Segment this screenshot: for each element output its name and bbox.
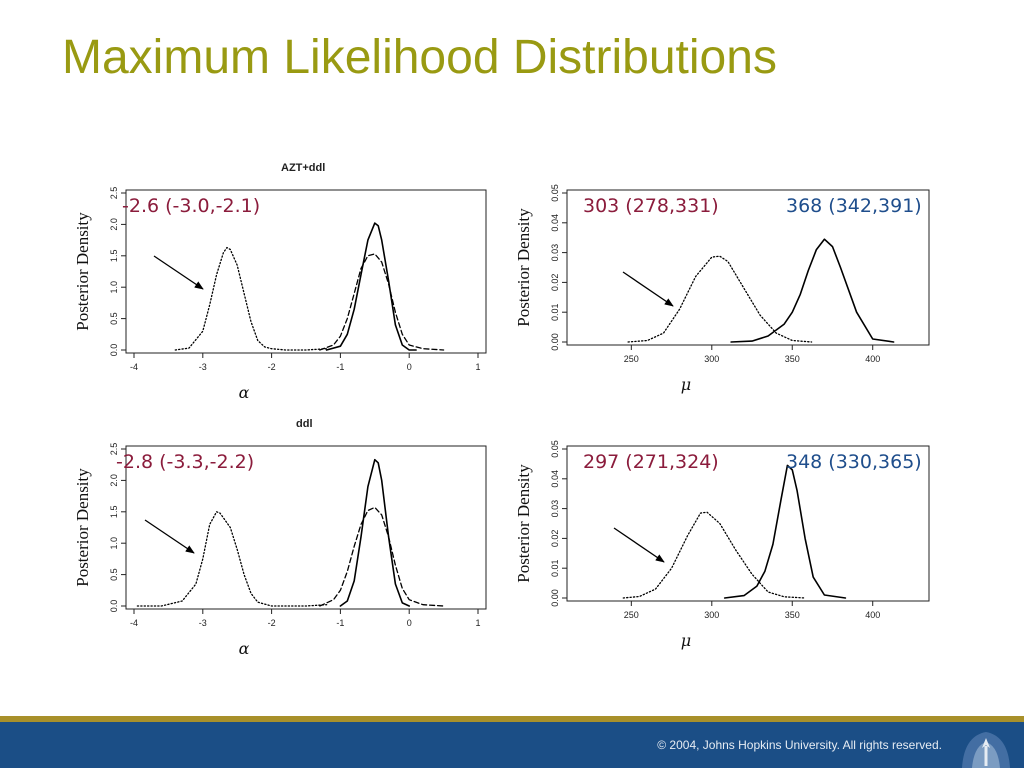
- y-tick-label: 1.0: [109, 537, 119, 550]
- pointer-arrow: [144, 519, 195, 554]
- x-tick-label: 350: [785, 610, 800, 620]
- y-tick-label: 1.5: [109, 506, 119, 519]
- y-tick-label: 0.02: [550, 530, 560, 548]
- x-tick-label: 400: [865, 354, 880, 364]
- chart-mu-ddl: 0.00 0.01 0.02 0.03 0.04 0.05 250 300 350 400 Post…: [514, 440, 930, 650]
- footer-gold-stripe: [0, 716, 1024, 722]
- x-tick-label: 1: [475, 618, 480, 628]
- series-line-dotted: [622, 511, 806, 599]
- y-tick-label: 2.5: [109, 187, 119, 200]
- estimate-mu1-ddl: 297 (271,324): [583, 451, 719, 473]
- x-tick-label: 0: [407, 618, 412, 628]
- y-tick-label: 0.05: [550, 440, 560, 458]
- y-tick-label: 0.05: [550, 184, 560, 202]
- x-axis-label: μ: [681, 375, 691, 394]
- y-tick-label: 2.5: [109, 443, 119, 456]
- series-line-dotted: [136, 511, 328, 607]
- series-line-dashed: [319, 253, 445, 351]
- plot-frame: [125, 445, 487, 610]
- x-tick-label: 400: [865, 610, 880, 620]
- estimate-alpha-azt-ddl: -2.6 (-3.0,-2.1): [122, 195, 261, 217]
- x-axis-label: α: [239, 383, 250, 402]
- y-tick-label: 0.03: [550, 244, 560, 262]
- series-line-solid: [723, 464, 847, 599]
- y-tick-label: 1.5: [109, 250, 119, 263]
- y-tick-label: 0.0: [109, 344, 119, 357]
- y-tick-label: 0.04: [550, 470, 560, 488]
- footer-bar: © 2004, Johns Hopkins University. All ri…: [0, 722, 1024, 768]
- x-tick-label: 300: [704, 610, 719, 620]
- chart-alpha-azt-ddl: 0.0 0.5 1.0 1.5 2.0 2.5 -4 -3 -2 -1 0 1 Posterior De…: [73, 187, 487, 402]
- plot-frame: [125, 189, 487, 354]
- series-line-solid: [325, 222, 417, 351]
- series-line-dotted: [174, 246, 328, 351]
- x-tick-label: 350: [785, 354, 800, 364]
- y-tick-label: 0.04: [550, 214, 560, 232]
- x-tick-label: -4: [130, 362, 138, 372]
- x-tick-label: 0: [407, 362, 412, 372]
- estimate-mu1-azt-ddl: 303 (278,331): [583, 195, 719, 217]
- university-seal-icon: [962, 732, 1010, 768]
- x-axis-label: α: [239, 639, 250, 658]
- y-tick-label: 0.01: [550, 303, 560, 321]
- estimate-alpha-ddl: -2.8 (-3.3,-2.2): [116, 451, 255, 473]
- y-axis-label: Posterior Density: [514, 208, 533, 327]
- pointer-arrow: [622, 271, 674, 307]
- x-tick-label: -2: [268, 618, 276, 628]
- y-tick-label: 2.0: [109, 218, 119, 231]
- y-tick-label: 0.0: [109, 600, 119, 613]
- pointer-arrow: [153, 255, 204, 290]
- x-tick-label: 300: [704, 354, 719, 364]
- series-line-solid: [730, 238, 895, 343]
- y-tick-label: 0.00: [550, 333, 560, 351]
- chart-mu-azt-ddl: 0.00 0.01 0.02 0.03 0.04 0.05 250 300 350 400 Post…: [514, 184, 930, 394]
- y-tick-label: 0.00: [550, 589, 560, 607]
- slide-title: Maximum Likelihood Distributions: [62, 31, 777, 84]
- x-tick-label: -3: [199, 618, 207, 628]
- row-title-top: AZT+ddl: [281, 162, 326, 174]
- y-tick-label: 0.5: [109, 568, 119, 581]
- x-tick-label: -3: [199, 362, 207, 372]
- x-tick-label: 250: [624, 610, 639, 620]
- row-title-bottom: ddl: [296, 418, 313, 430]
- copyright-text: © 2004, Johns Hopkins University. All ri…: [657, 738, 942, 752]
- x-tick-label: 1: [475, 362, 480, 372]
- x-tick-label: 250: [624, 354, 639, 364]
- x-tick-label: -4: [130, 618, 138, 628]
- x-tick-label: -1: [336, 618, 344, 628]
- x-tick-label: -2: [268, 362, 276, 372]
- y-tick-label: 0.01: [550, 559, 560, 577]
- plot-frame: [566, 445, 930, 602]
- x-tick-label: -1: [336, 362, 344, 372]
- series-line-dotted: [627, 255, 813, 343]
- y-axis-label: Posterior Density: [514, 464, 533, 583]
- y-tick-label: 0.5: [109, 312, 119, 325]
- y-tick-label: 2.0: [109, 474, 119, 487]
- chart-alpha-ddl: 0.0 0.5 1.0 1.5 2.0 2.5 -4 -3 -2 -1 0 1 Posterior De…: [73, 443, 487, 658]
- estimate-mu2-azt-ddl: 368 (342,391): [786, 195, 922, 217]
- y-axis-label: Posterior Density: [73, 212, 92, 331]
- y-tick-label: 0.02: [550, 274, 560, 292]
- pointer-arrow: [613, 527, 665, 563]
- series-line-solid: [339, 458, 410, 607]
- series-line-dashed: [319, 506, 445, 607]
- estimate-mu2-ddl: 348 (330,365): [786, 451, 922, 473]
- x-axis-label: μ: [681, 631, 691, 650]
- y-tick-label: 1.0: [109, 281, 119, 294]
- plot-frame: [566, 189, 930, 346]
- y-tick-label: 0.03: [550, 500, 560, 518]
- y-axis-label: Posterior Density: [73, 468, 92, 587]
